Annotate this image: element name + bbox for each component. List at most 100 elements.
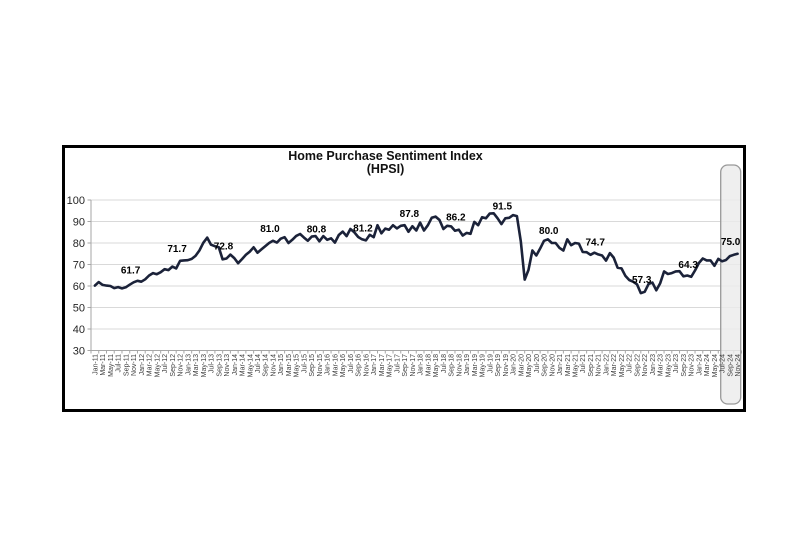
x-axis-label: Jul-21 <box>580 354 587 373</box>
x-axis-label: Jan-22 <box>603 354 610 376</box>
x-axis-label: Nov-22 <box>642 354 649 377</box>
x-axis-label: Jan-12 <box>139 354 146 376</box>
x-axis-label: May-19 <box>480 354 487 377</box>
x-axis-label: Jan-19 <box>464 354 471 376</box>
chart-frame <box>62 145 746 412</box>
hpsi-line-series <box>93 212 739 295</box>
y-axis-label: 40 <box>73 324 85 336</box>
x-axis-label: Sep-18 <box>449 354 456 377</box>
x-axis-label: May-16 <box>340 354 347 377</box>
x-axis-label: Jan-21 <box>557 354 564 376</box>
x-axis-label: Nov-23 <box>689 354 696 377</box>
x-axis-label: Nov-11 <box>131 354 138 376</box>
x-axis-label: May-15 <box>294 354 301 377</box>
x-axis-label: May-22 <box>619 354 626 377</box>
y-axis-label: 70 <box>73 260 85 272</box>
x-axis-label: Jan-16 <box>325 354 332 376</box>
y-axis-label: 60 <box>73 281 85 293</box>
x-axis-label: Jan-17 <box>371 354 378 376</box>
x-axis-label: Mar-19 <box>472 354 479 376</box>
x-axis-label: Nov-15 <box>317 354 324 377</box>
x-axis-label: Jul-13 <box>209 354 216 373</box>
data-label-Nov-11: 61.7 <box>121 265 141 276</box>
chart-subtitle: (HPSI) <box>366 162 405 176</box>
x-axis-label: May-13 <box>201 354 208 377</box>
x-axis-label: Nov-18 <box>456 354 463 377</box>
x-axis-label: Mar-21 <box>565 354 572 376</box>
x-axis-label: Jan-13 <box>185 354 192 376</box>
x-axis-label: May-14 <box>247 354 254 377</box>
x-axis-label: Nov-16 <box>363 354 370 377</box>
x-axis-label: Sep-19 <box>495 354 502 377</box>
x-axis-label: Sep-17 <box>402 354 409 377</box>
x-axis-label: Jul-11 <box>116 354 123 373</box>
x-axis-label: Sep-12 <box>170 354 177 377</box>
x-axis-label: Mar-23 <box>658 354 665 376</box>
x-axis-label: Jan-24 <box>696 354 703 376</box>
x-axis-label: Jul-23 <box>673 354 680 373</box>
data-label-Nov-20: 80.0 <box>539 226 559 237</box>
data-label-Nov-15: 80.8 <box>307 224 327 235</box>
x-axis-label: Sep-23 <box>681 354 688 377</box>
x-axis-label: Nov-24 <box>735 354 742 377</box>
y-axis-label: 90 <box>73 217 85 229</box>
x-axis-label: Jul-18 <box>441 354 448 373</box>
x-axis-label: Nov-17 <box>410 354 417 377</box>
x-axis-label: Jul-12 <box>162 354 169 373</box>
x-axis-label: Jul-16 <box>348 354 355 373</box>
data-label-Nov-16: 81.2 <box>353 223 373 234</box>
x-axis-label: Sep-20 <box>542 354 549 377</box>
data-label-Nov-21: 74.7 <box>586 237 606 248</box>
x-axis-label: Jul-15 <box>301 354 308 373</box>
y-axis-label: 100 <box>67 195 85 207</box>
x-axis-label: Jul-20 <box>534 354 541 373</box>
x-axis-label: Jul-14 <box>255 354 262 373</box>
x-axis-label: Nov-13 <box>224 354 231 377</box>
x-axis-label: Nov-20 <box>549 354 556 377</box>
x-axis-label: Sep-22 <box>634 354 641 377</box>
data-label-Nov-14: 81.0 <box>260 224 280 235</box>
chart-title: Home Purchase Sentiment Index <box>288 149 483 163</box>
x-axis-label: Mar-14 <box>240 354 247 376</box>
x-axis-label: May-24 <box>712 354 719 377</box>
x-axis-label: Sep-14 <box>263 354 270 377</box>
data-label-Nov-24: 75.0 <box>721 237 741 248</box>
x-axis-label: May-12 <box>154 354 161 377</box>
x-axis-label: May-21 <box>573 354 580 377</box>
x-axis-label: Mar-16 <box>332 354 339 376</box>
x-axis-label: Sep-11 <box>123 354 130 376</box>
chart-title-block: Home Purchase Sentiment Index (HPSI) <box>63 150 708 176</box>
x-axis-label: Mar-17 <box>379 354 386 376</box>
x-axis-label: Jul-24 <box>720 354 727 373</box>
data-label-Nov-18: 86.2 <box>446 213 466 224</box>
x-axis-label: Sep-13 <box>216 354 223 377</box>
data-label-Nov-17: 87.8 <box>400 209 420 220</box>
x-axis-label: Jan-23 <box>650 354 657 376</box>
x-axis-label: May-23 <box>665 354 672 377</box>
x-axis-label: Mar-20 <box>518 354 525 376</box>
x-axis-label: Jul-22 <box>627 354 634 373</box>
x-axis-label: Jan-15 <box>278 354 285 376</box>
data-label-Nov-23: 64.3 <box>678 260 698 271</box>
x-axis-label: Nov-12 <box>178 354 185 377</box>
x-axis-label: Sep-21 <box>588 354 595 377</box>
data-label-Nov-13: 72.8 <box>214 241 234 252</box>
data-label-Nov-12: 71.7 <box>167 244 187 255</box>
y-axis-label: 30 <box>73 346 85 358</box>
data-label-Nov-22: 57.3 <box>632 275 652 286</box>
x-axis-label: Jul-17 <box>394 354 401 373</box>
y-axis-label: 80 <box>73 238 85 250</box>
x-axis-label: Mar-22 <box>611 354 618 376</box>
x-axis-label: Nov-19 <box>503 354 510 377</box>
x-axis-label: Mar-24 <box>704 354 711 376</box>
x-axis-label: Nov-21 <box>596 354 603 377</box>
x-axis-label: Sep-16 <box>356 354 363 377</box>
x-axis-label: Mar-11 <box>100 354 107 376</box>
x-axis-label: Mar-12 <box>147 354 154 376</box>
x-axis-label: Sep-24 <box>727 354 734 377</box>
x-axis-label: May-18 <box>433 354 440 377</box>
x-axis-label: Mar-15 <box>286 354 293 376</box>
x-axis-label: Jan-20 <box>511 354 518 376</box>
